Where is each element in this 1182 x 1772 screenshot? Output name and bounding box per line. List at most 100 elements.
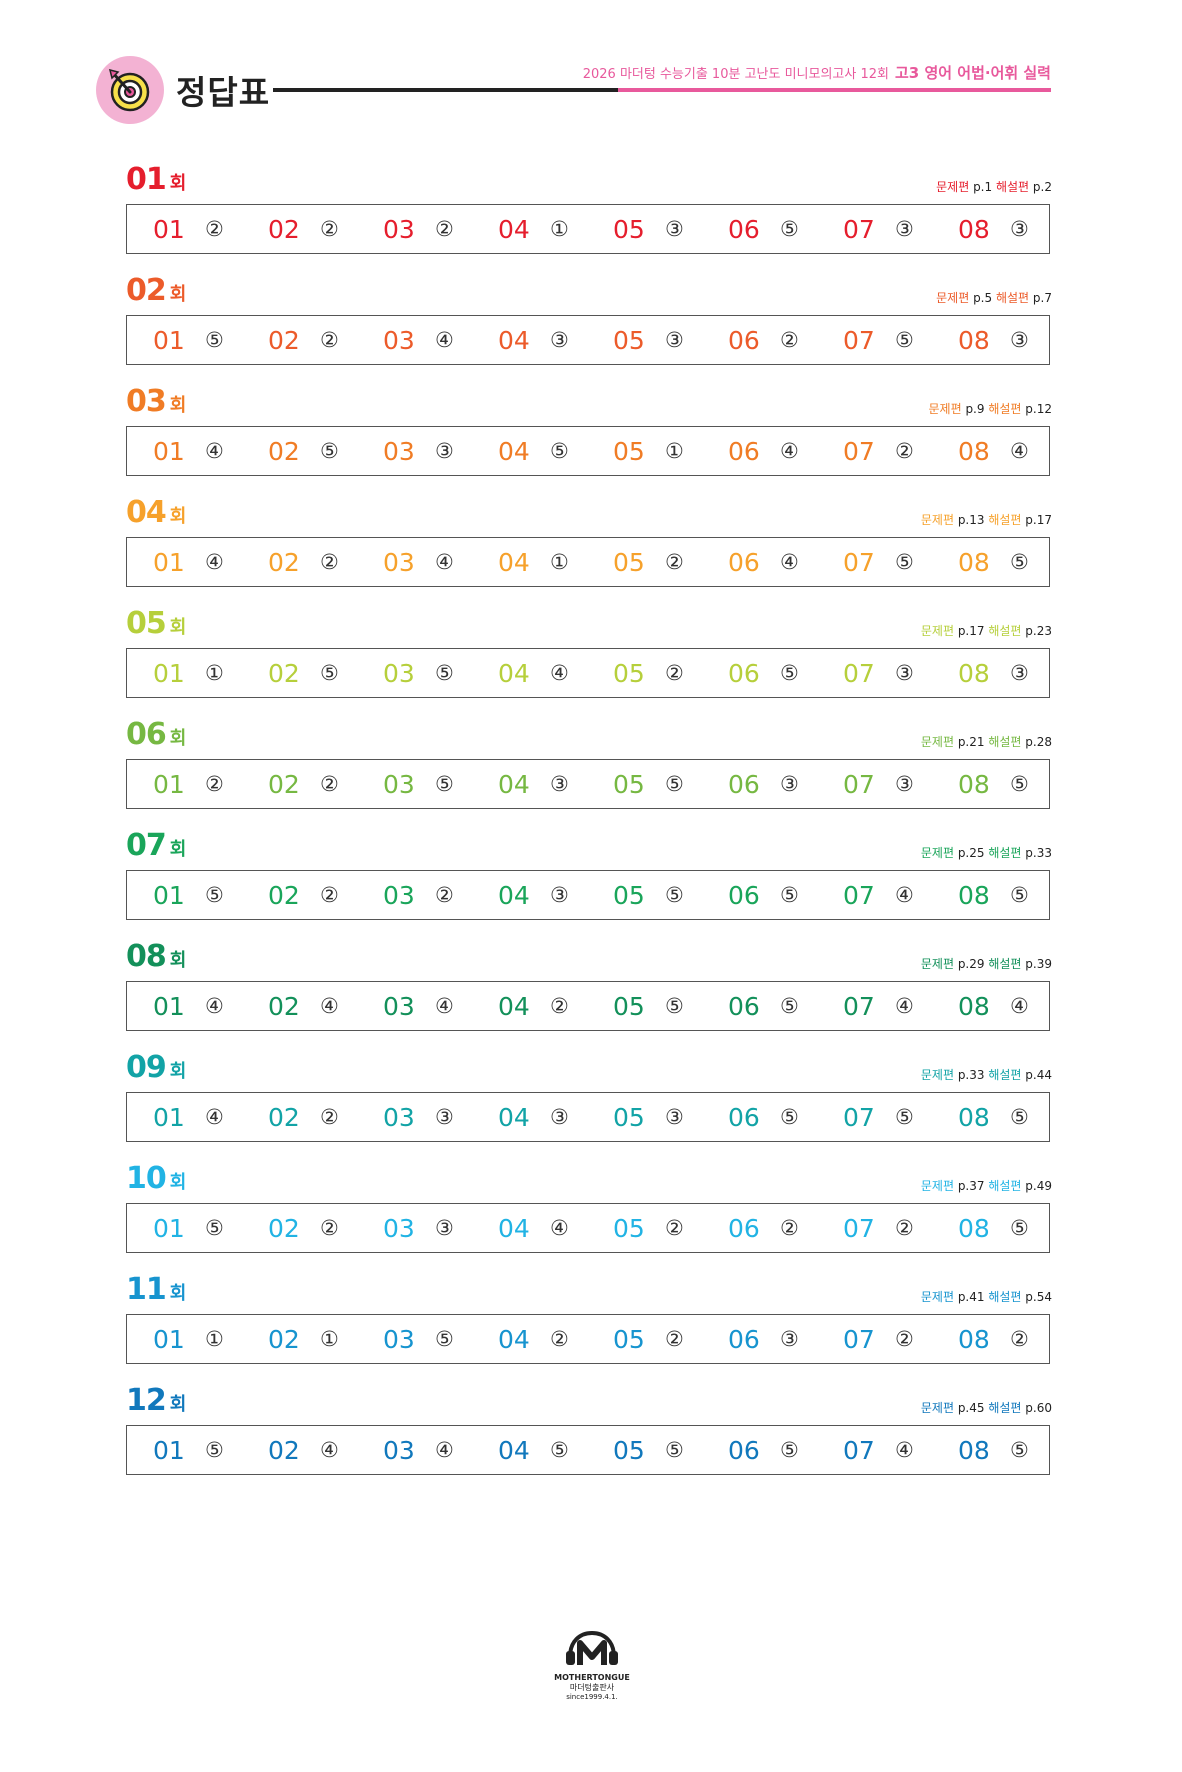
- round-number: 10: [126, 1161, 167, 1196]
- problem-page: p.25: [957, 846, 985, 860]
- question-number: 01: [153, 991, 185, 1021]
- round-number: 04: [126, 495, 167, 530]
- round-number: 07: [126, 828, 167, 863]
- round-section: 01 회 문제편 p.1 해설편 p.2 01 ② 02 ② 03 ② 04 ① 05 ③ 06 ⑤ 07 ③ 0…: [126, 162, 1052, 262]
- answer-cell: 08 ⑤: [958, 1426, 1029, 1474]
- round-number: 01: [126, 162, 167, 197]
- answer-cell: 03 ②: [383, 205, 454, 253]
- answer-cell: 01 ④: [153, 538, 224, 586]
- answer-cell: 02 ②: [268, 1093, 339, 1141]
- problem-label: 문제편: [920, 624, 954, 638]
- question-number: 08: [958, 436, 990, 466]
- round-section: 10 회 문제편 p.37 해설편 p.49 01 ⑤ 02 ② 03 ③ 04 ④ 05 ② 06 ② 07…: [126, 1161, 1052, 1261]
- question-number: 01: [153, 1102, 185, 1132]
- problem-label: 문제편: [920, 1401, 954, 1415]
- round-page-refs: 문제편 p.13 해설편 p.17: [921, 511, 1052, 528]
- question-number: 04: [498, 991, 530, 1021]
- solution-page: p.12: [1025, 402, 1052, 416]
- answer-cell: 04 ⑤: [498, 427, 569, 475]
- round-page-refs: 문제편 p.37 해설편 p.49: [921, 1177, 1052, 1194]
- answer-choice: ②: [435, 217, 454, 241]
- answer-choice: ③: [550, 1105, 569, 1129]
- answer-cell: 04 ②: [498, 1315, 569, 1363]
- question-number: 08: [958, 1213, 990, 1243]
- question-number: 08: [958, 880, 990, 910]
- answer-cell: 01 ②: [153, 760, 224, 808]
- solution-page: p.44: [1025, 1068, 1052, 1082]
- question-number: 03: [383, 1324, 415, 1354]
- answer-choice: ②: [320, 772, 339, 796]
- question-number: 03: [383, 1213, 415, 1243]
- round-page-refs: 문제편 p.33 해설편 p.44: [921, 1066, 1052, 1083]
- question-number: 07: [843, 1324, 875, 1354]
- answer-choice: ③: [1010, 328, 1029, 352]
- answer-cell: 02 ②: [268, 316, 339, 364]
- round-title: 02 회: [126, 273, 186, 308]
- round-section: 06 회 문제편 p.21 해설편 p.28 01 ② 02 ② 03 ⑤ 04 ③ 05 ⑤ 06 ③ 07…: [126, 717, 1052, 817]
- question-number: 01: [153, 325, 185, 355]
- answer-choice: ③: [780, 1327, 799, 1351]
- question-number: 02: [268, 214, 300, 244]
- answer-cell: 06 ⑤: [728, 1426, 799, 1474]
- answer-choice: ⑤: [205, 328, 224, 352]
- question-number: 02: [268, 769, 300, 799]
- answer-choice: ④: [435, 328, 454, 352]
- mothertongue-logo-icon: [566, 1630, 618, 1665]
- question-number: 03: [383, 769, 415, 799]
- answer-cell: 08 ⑤: [958, 1204, 1029, 1252]
- answer-choice: ④: [1010, 994, 1029, 1018]
- round-page-refs: 문제편 p.21 해설편 p.28: [921, 733, 1052, 750]
- answer-choice: ④: [550, 1216, 569, 1240]
- question-number: 07: [843, 991, 875, 1021]
- answer-row: 01 ⑤ 02 ④ 03 ④ 04 ⑤ 05 ⑤ 06 ⑤ 07 ④ 08 ⑤: [126, 1425, 1050, 1475]
- answer-choice: ①: [665, 439, 684, 463]
- answer-cell: 01 ①: [153, 1315, 224, 1363]
- question-number: 03: [383, 658, 415, 688]
- answer-choice: ④: [780, 550, 799, 574]
- answer-cell: 02 ②: [268, 871, 339, 919]
- answer-choice: ⑤: [665, 883, 684, 907]
- answer-cell: 03 ④: [383, 1426, 454, 1474]
- answer-cell: 03 ②: [383, 871, 454, 919]
- answer-row: 01 ② 02 ② 03 ② 04 ① 05 ③ 06 ⑤ 07 ③ 08 ③: [126, 204, 1050, 254]
- answer-cell: 05 ③: [613, 316, 684, 364]
- answer-choice: ④: [205, 550, 224, 574]
- question-number: 07: [843, 769, 875, 799]
- answer-choice: ③: [1010, 217, 1029, 241]
- question-number: 08: [958, 1435, 990, 1465]
- answer-choice: ⑤: [895, 328, 914, 352]
- answer-row: 01 ① 02 ⑤ 03 ⑤ 04 ④ 05 ② 06 ⑤ 07 ③ 08 ③: [126, 648, 1050, 698]
- answer-row: 01 ④ 02 ⑤ 03 ③ 04 ⑤ 05 ① 06 ④ 07 ② 08 ④: [126, 426, 1050, 476]
- answer-choice: ⑤: [780, 883, 799, 907]
- answer-choice: ⑤: [895, 550, 914, 574]
- solution-page: p.49: [1025, 1179, 1052, 1193]
- question-number: 01: [153, 214, 185, 244]
- answer-row: 01 ② 02 ② 03 ⑤ 04 ③ 05 ⑤ 06 ③ 07 ③ 08 ⑤: [126, 759, 1050, 809]
- question-number: 08: [958, 1102, 990, 1132]
- title-rule-dark: [273, 88, 618, 92]
- question-number: 02: [268, 1435, 300, 1465]
- round-number: 05: [126, 606, 167, 641]
- question-number: 02: [268, 436, 300, 466]
- answer-choice: ⑤: [780, 217, 799, 241]
- question-number: 02: [268, 1324, 300, 1354]
- question-number: 02: [268, 547, 300, 577]
- question-number: 05: [613, 325, 645, 355]
- answer-cell: 03 ⑤: [383, 1315, 454, 1363]
- question-number: 05: [613, 658, 645, 688]
- answer-choice: ⑤: [1010, 1438, 1029, 1462]
- question-number: 05: [613, 214, 645, 244]
- question-number: 04: [498, 214, 530, 244]
- round-number: 09: [126, 1050, 167, 1085]
- answer-choice: ③: [780, 772, 799, 796]
- answer-cell: 06 ②: [728, 316, 799, 364]
- round-section: 02 회 문제편 p.5 해설편 p.7 01 ⑤ 02 ② 03 ④ 04 ③ 05 ③ 06 ② 07 ⑤ 0…: [126, 273, 1052, 373]
- question-number: 04: [498, 1102, 530, 1132]
- answer-cell: 05 ⑤: [613, 760, 684, 808]
- answer-cell: 04 ②: [498, 982, 569, 1030]
- solution-label: 해설편: [995, 180, 1030, 194]
- round-number: 02: [126, 273, 167, 308]
- answer-cell: 01 ⑤: [153, 871, 224, 919]
- answer-cell: 03 ③: [383, 1093, 454, 1141]
- answer-cell: 08 ③: [958, 205, 1029, 253]
